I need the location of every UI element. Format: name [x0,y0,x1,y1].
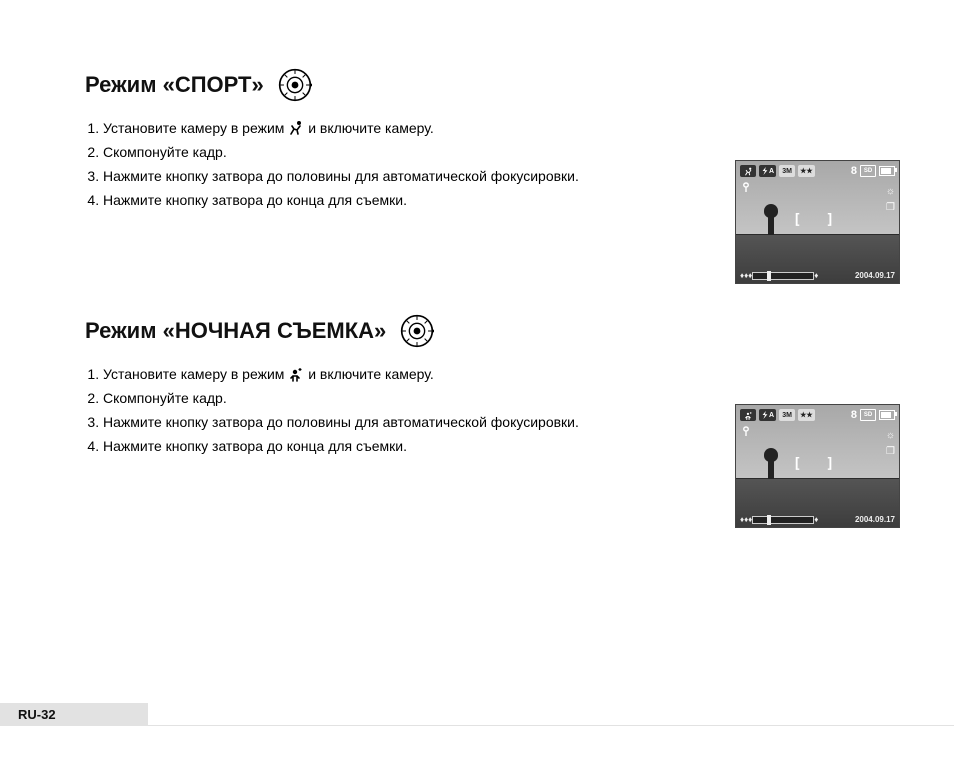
page-number: RU-32 [0,703,148,725]
step-text: Скомпонуйте кадр. [103,144,227,160]
lcd-flash-icon: A [759,409,776,421]
lcd-tree [768,457,774,479]
lcd-flash-icon: A [759,165,776,177]
section-night: Режим «НОЧНАЯ СЪЕМКА» [85,314,705,458]
lcd-zoom-tele-icon: ♦ [814,515,818,524]
step-item: Нажмите кнопку затвора до половины для а… [103,410,705,434]
lcd-bottom-bar: ♦♦♦ ♦ 2004.09.17 [740,271,895,280]
lcd-focus-brackets: [ ] [793,456,842,472]
step-text: Нажмите кнопку затвора до конца для съем… [103,438,407,454]
lcd-zoom-bar [752,272,814,280]
step-item: Установите камеру в режим и включите кам… [103,116,705,140]
camera-lcd-preview: A 3M ★★ 8 SD ☼ ❐ [ ] ♦♦♦ ♦ 2004.09.17 [735,160,900,284]
lcd-battery-icon [879,410,895,420]
section-sport: Режим «СПОРТ» Устан [85,68,705,212]
lcd-mode-icon [740,409,756,421]
step-item: Нажмите кнопку затвора до конца для съем… [103,434,705,458]
manual-page: Режим «СПОРТ» Устан [0,0,954,771]
lcd-sd-icon: SD [860,409,876,421]
lcd-date: 2004.09.17 [855,271,895,280]
section-title: Режим «НОЧНАЯ СЪЕМКА» [85,318,386,344]
step-item: Нажмите кнопку затвора до конца для съем… [103,188,705,212]
lcd-mode-icon [740,165,756,177]
lcd-resolution-chip: 3M [779,165,795,177]
lcd-topbar: A 3M ★★ 8 SD [736,408,899,422]
lcd-macro-icon [740,425,752,440]
heading-row: Режим «НОЧНАЯ СЪЕМКА» [85,314,705,348]
lcd-zoom-wide-icon: ♦♦♦ [740,271,752,280]
step-text: Нажмите кнопку затвора до половины для а… [103,414,579,430]
mode-dial-icon [400,314,434,348]
steps-list: Установите камеру в режим и включите кам… [85,362,705,458]
camera-lcd-preview: A 3M ★★ 8 SD ☼ ❐ [ ] ♦♦♦ ♦ 2004.09.17 [735,404,900,528]
step-text-pre: Установите камеру в режим [103,366,288,382]
page-number-text: RU-32 [18,707,56,722]
lcd-drive-icon: ❐ [886,203,895,213]
lcd-macro-icon [740,181,752,196]
step-item: Скомпонуйте кадр. [103,386,705,410]
footer-rule [0,725,954,726]
lcd-zoom-wide-icon: ♦♦♦ [740,515,752,524]
lcd-zoom-bar [752,516,814,524]
lcd-tree [768,213,774,235]
lcd-left-icons [740,181,752,196]
lcd-left-icons [740,425,752,440]
step-text: Нажмите кнопку затвора до конца для съем… [103,192,407,208]
sport-mode-icon [288,120,304,136]
night-mode-icon [288,366,304,382]
lcd-shots-remaining: 8 [851,409,857,421]
step-item: Нажмите кнопку затвора до половины для а… [103,164,705,188]
lcd-zoom-tele-icon: ♦ [814,271,818,280]
step-item: Установите камеру в режим и включите кам… [103,362,705,386]
step-text-post: и включите камеру. [308,120,434,136]
step-item: Скомпонуйте кадр. [103,140,705,164]
lcd-quality-chip: ★★ [798,409,815,421]
lcd-right-icons: ☼ ❐ [886,431,895,457]
lcd-drive-icon: ❐ [886,447,895,457]
step-text: Нажмите кнопку затвора до половины для а… [103,168,579,184]
lcd-shots-remaining: 8 [851,165,857,177]
lcd-battery-icon [879,166,895,176]
lcd-topbar: A 3M ★★ 8 SD [736,164,899,178]
step-text-post: и включите камеру. [308,366,434,382]
mode-dial-icon [278,68,312,102]
lcd-focus-brackets: [ ] [793,212,842,228]
lcd-bottom-bar: ♦♦♦ ♦ 2004.09.17 [740,515,895,524]
lcd-horizon [736,234,899,235]
lcd-resolution-chip: 3M [779,409,795,421]
heading-row: Режим «СПОРТ» [85,68,705,102]
lcd-horizon [736,478,899,479]
steps-list: Установите камеру в режим и включите кам… [85,116,705,212]
step-text: Скомпонуйте кадр. [103,390,227,406]
lcd-wb-icon: ☼ [886,431,895,441]
section-title: Режим «СПОРТ» [85,72,264,98]
lcd-right-icons: ☼ ❐ [886,187,895,213]
lcd-sd-icon: SD [860,165,876,177]
lcd-wb-icon: ☼ [886,187,895,197]
lcd-quality-chip: ★★ [798,165,815,177]
lcd-date: 2004.09.17 [855,515,895,524]
step-text-pre: Установите камеру в режим [103,120,288,136]
